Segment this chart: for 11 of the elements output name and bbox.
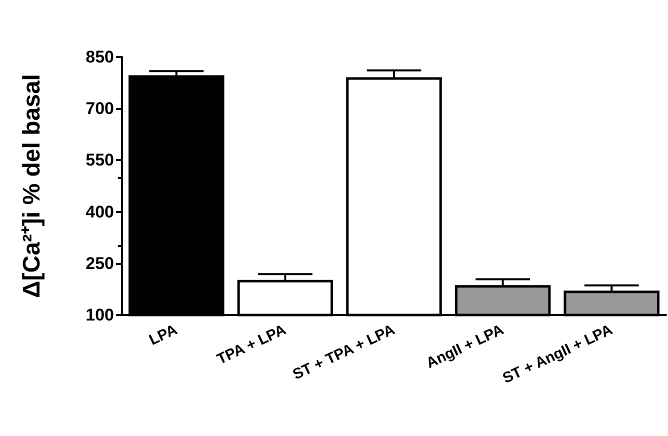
y-tick-label: 550 bbox=[86, 150, 114, 170]
x-tick-label: ST + TPA + LPA bbox=[290, 321, 398, 384]
y-axis-title: Δ[Ca²⁺]i % del basal bbox=[18, 74, 46, 298]
y-tick-label: 100 bbox=[86, 306, 114, 324]
x-tick-label: AngII + LPA bbox=[424, 321, 507, 372]
x-tick-label: LPA bbox=[146, 321, 180, 349]
x-tick-label: TPA + LPA bbox=[214, 321, 289, 368]
y-tick-label: 850 bbox=[86, 48, 114, 66]
y-tick-label: 400 bbox=[86, 202, 114, 222]
y-tick-label: 700 bbox=[86, 99, 114, 118]
y-tick-label: 250 bbox=[86, 254, 114, 273]
